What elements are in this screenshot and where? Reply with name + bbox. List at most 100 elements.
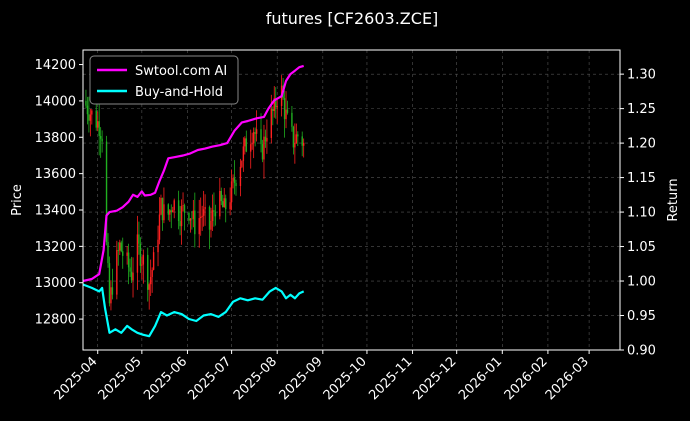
price-candle [86, 105, 89, 115]
price-candle [301, 136, 303, 146]
price-candle [188, 212, 190, 221]
price-candle [151, 269, 153, 278]
y-left-tick-label: 14200 [35, 58, 76, 73]
line-series [82, 64, 305, 338]
price-candle [88, 114, 90, 121]
price-candle [225, 198, 227, 210]
price-candle [117, 250, 120, 252]
price-candle [210, 220, 212, 230]
y-left-tick-label: 13600 [35, 167, 76, 182]
price-candle [149, 277, 152, 285]
y-left-tick-label: 13400 [35, 204, 76, 219]
price-candle [189, 218, 192, 221]
price-candle [138, 234, 140, 244]
price-candle [272, 108, 274, 112]
price-candle [130, 271, 133, 281]
price-candle [183, 205, 186, 213]
price-candle [89, 114, 92, 121]
y-axis-right: 0.90 0.95 1.00 1.05 1.10 1.15 1.20 1.25 1.30 [620, 68, 656, 359]
price-candle [172, 210, 174, 213]
price-candle [180, 206, 183, 227]
price-candle [127, 252, 130, 268]
price-candle [244, 138, 246, 147]
price-candle [107, 241, 109, 264]
y-right-tick-label: 1.05 [627, 240, 656, 255]
price-candle [147, 254, 149, 290]
y-right-tick-label: 1.15 [627, 171, 656, 186]
y-left-tick-label: 12800 [35, 313, 76, 328]
price-candle [129, 267, 131, 272]
price-candle [158, 214, 161, 240]
price-candle [182, 205, 184, 207]
price-candle [245, 138, 248, 152]
price-candle [198, 218, 200, 235]
price-candle [219, 190, 221, 217]
price-candle [285, 109, 287, 120]
price-candle [201, 215, 203, 217]
price-candle [98, 121, 100, 136]
price-candle [252, 132, 255, 144]
price-candle [270, 108, 273, 138]
y-left-tick-label: 13800 [35, 131, 76, 146]
price-candle [120, 242, 122, 252]
price-candle [108, 263, 111, 304]
price-candle [163, 204, 165, 221]
price-candle [291, 112, 293, 127]
price-candle [283, 98, 286, 120]
price-candle [211, 210, 214, 221]
chart-title: futures [CF2603.ZCE] [266, 9, 439, 28]
price-candle [294, 142, 296, 148]
y-right-tick-label: 1.10 [627, 206, 656, 221]
price-candle [148, 284, 150, 290]
price-candle [126, 252, 128, 256]
price-candle [255, 129, 258, 134]
price-candle [251, 143, 253, 145]
price-candle [116, 250, 118, 295]
price-candle [91, 110, 93, 115]
plot-frame [82, 49, 621, 351]
y-right-tick-label: 1.30 [627, 68, 656, 83]
price-candle [242, 146, 245, 161]
price-candle [95, 110, 97, 128]
price-candle [122, 251, 124, 256]
price-candle [266, 137, 268, 142]
price-candle [229, 202, 231, 210]
price-candle [105, 141, 108, 242]
price-candle [220, 190, 222, 202]
price-candle [194, 210, 196, 235]
price-candle [297, 134, 299, 137]
price-candle [110, 287, 112, 304]
price-candle [167, 204, 170, 215]
price-candle [97, 121, 99, 128]
price-candle [273, 98, 275, 112]
series-line-buy-and-hold [82, 283, 305, 338]
price-candle [204, 206, 206, 210]
price-candle [223, 198, 225, 208]
price-candle [254, 132, 256, 134]
price-candle [292, 126, 295, 148]
y-right-tick-label: 1.20 [627, 137, 656, 152]
y-right-tick-label: 0.90 [627, 344, 656, 359]
price-candle [160, 197, 162, 215]
y-axis-right-label: Return [666, 178, 681, 221]
price-candle [239, 166, 242, 187]
price-candle [173, 200, 175, 211]
price-candle [264, 136, 267, 142]
price-candle [302, 142, 305, 146]
price-candle [213, 210, 215, 213]
price-candle [286, 109, 289, 113]
price-candle [85, 100, 87, 106]
price-candle [139, 243, 142, 266]
price-candle [241, 160, 243, 167]
price-candle [111, 287, 114, 295]
price-candle [132, 272, 134, 281]
price-candle [275, 98, 277, 108]
y-right-tick-label: 0.95 [627, 309, 656, 324]
price-candle [233, 177, 236, 184]
price-candle [214, 212, 217, 217]
y-axis-left-label: Price [10, 184, 25, 216]
y-left-tick-label: 14000 [35, 94, 76, 109]
price-candle [202, 209, 205, 216]
price-candle [276, 105, 278, 108]
